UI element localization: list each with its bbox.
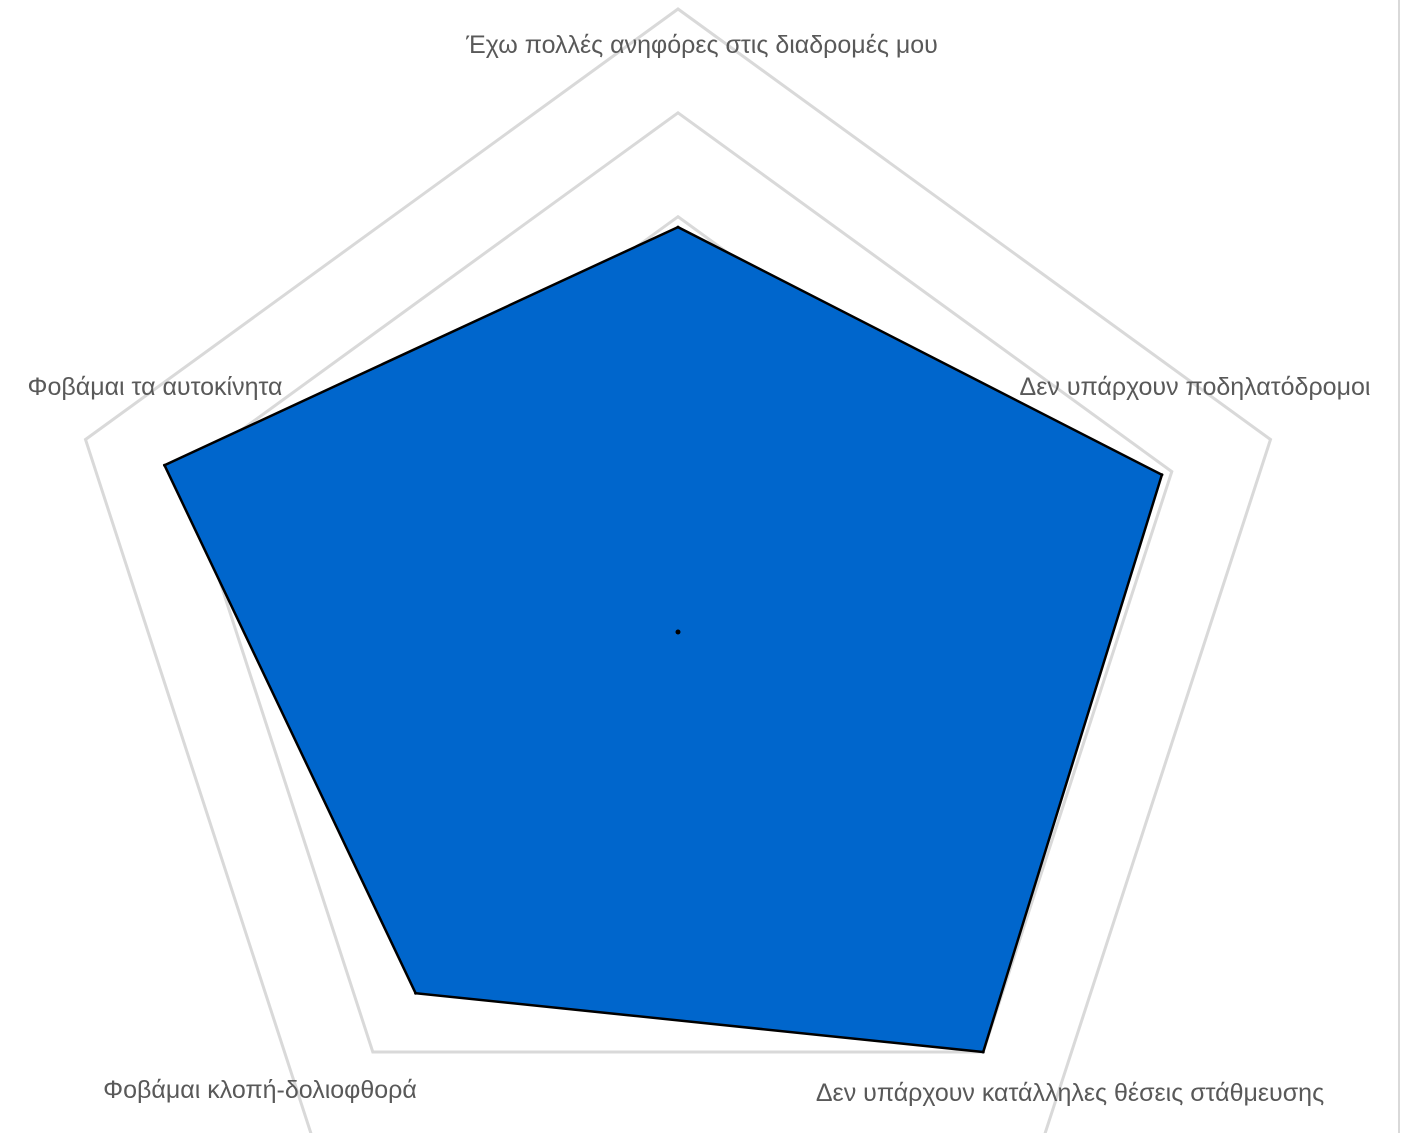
series-point-3 bbox=[414, 991, 418, 995]
gridline-level-6 bbox=[83, 7, 1273, 1133]
radar-category-labels: Έχω πολλές ανηφόρες στις διαδρομές μου Δ… bbox=[28, 31, 1371, 1107]
series-point-4 bbox=[163, 463, 166, 467]
category-label-theft: Φοβάμαι κλοπή-δολιοφθορά bbox=[103, 1076, 417, 1104]
series-area-0 bbox=[162, 225, 1164, 1054]
series-point-1 bbox=[1160, 473, 1164, 477]
center-dot bbox=[675, 629, 681, 635]
radar-series bbox=[162, 225, 1164, 1054]
category-label-no-bike-lanes: Δεν υπάρχουν ποδηλατόδρομοι bbox=[1020, 373, 1371, 401]
category-label-no-parking: Δεν υπάρχουν κατάλληλες θέσεις στάθμευση… bbox=[816, 1079, 1324, 1107]
gridline-level-5 bbox=[182, 110, 1174, 1054]
series-point-0 bbox=[676, 225, 680, 229]
series-point-2 bbox=[981, 1050, 985, 1054]
plot-area-border bbox=[1398, 0, 1400, 1133]
category-label-cars: Φοβάμαι τα αυτοκίνητα bbox=[28, 373, 283, 401]
category-label-hills: Έχω πολλές ανηφόρες στις διαδρομές μου bbox=[465, 31, 938, 59]
